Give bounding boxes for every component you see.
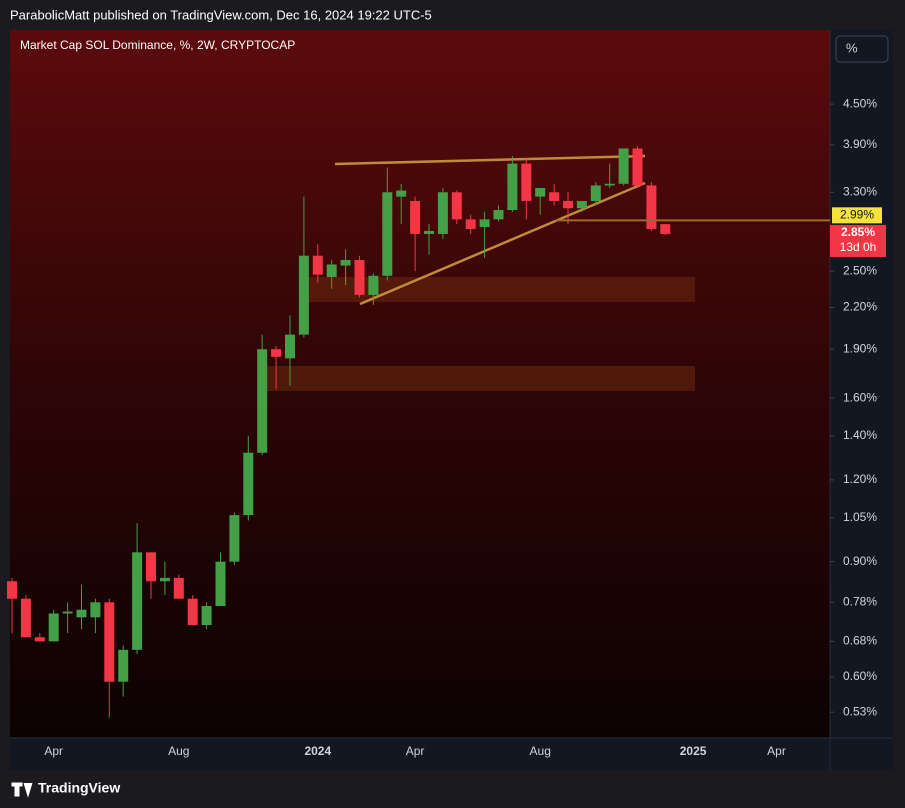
candle-body <box>396 190 407 197</box>
y-tick-label: 4.50% <box>843 96 877 110</box>
y-tick-label: 1.05% <box>843 510 877 524</box>
candle-body <box>132 552 143 650</box>
candle-body <box>646 185 657 230</box>
candle-body <box>173 577 184 599</box>
candle-body <box>340 260 351 266</box>
brand-logo <box>11 782 33 798</box>
y-tick-label: 2.20% <box>843 300 877 314</box>
zone-box <box>262 366 695 391</box>
y-tick-label: 0.78% <box>843 595 877 609</box>
price-axis <box>830 30 893 738</box>
candle-body <box>465 219 476 230</box>
candle-body <box>437 192 448 234</box>
y-tick-label: 0.53% <box>843 704 877 718</box>
candle-body <box>118 649 129 682</box>
candle-body <box>7 581 17 599</box>
candle-body <box>563 201 573 209</box>
x-tick-label: Apr <box>767 744 786 758</box>
candle-body <box>271 349 282 357</box>
level-tag-label: 2.99% <box>840 207 874 221</box>
price-tag-label: 2.85% <box>841 225 875 239</box>
candle-body <box>368 275 379 295</box>
candle-body <box>229 515 240 562</box>
x-tick-label: Apr <box>406 744 425 758</box>
candle-body <box>618 148 629 184</box>
candle-body <box>535 188 546 197</box>
candle-body <box>201 606 212 626</box>
candle-body <box>104 602 115 682</box>
y-tick-label: 1.60% <box>843 390 877 404</box>
y-tick-label: 0.60% <box>843 669 877 683</box>
header-text: ParabolicMatt published on TradingView.c… <box>10 7 432 22</box>
candle-body <box>479 219 490 228</box>
scale-button-label[interactable]: % <box>846 40 858 55</box>
candle-body <box>451 192 462 220</box>
countdown-label: 13d 0h <box>840 240 877 254</box>
candle-body <box>632 148 643 186</box>
candle-body <box>257 349 268 453</box>
candle-body <box>76 609 87 618</box>
candle-body <box>660 224 671 234</box>
candle-body <box>590 185 601 202</box>
candle-body <box>243 452 254 516</box>
candle-body <box>285 334 295 359</box>
candle-body <box>62 611 73 614</box>
scale-button[interactable] <box>835 35 889 63</box>
candle-body <box>493 210 504 220</box>
x-tick-label: 2024 <box>304 744 331 758</box>
level-tag <box>832 207 882 224</box>
y-tick-label: 3.90% <box>843 137 877 151</box>
candle-body <box>576 201 587 209</box>
price-tag <box>830 224 886 257</box>
candle-body <box>187 598 198 626</box>
candle-body <box>48 613 59 642</box>
trend-line <box>334 154 646 166</box>
y-tick-label: 1.90% <box>843 341 877 355</box>
y-tick-label: 0.90% <box>843 554 877 568</box>
candle-body <box>354 260 365 295</box>
candle-body <box>424 230 434 234</box>
candle-body <box>549 192 560 202</box>
y-tick-label: 0.68% <box>843 634 877 648</box>
candle-body <box>507 163 518 211</box>
y-tick-label: 1.40% <box>843 428 877 442</box>
candle-body <box>146 552 156 582</box>
candle-body <box>34 637 45 642</box>
zone-box <box>300 277 695 302</box>
y-tick-label: 2.50% <box>843 263 877 277</box>
y-tick-label: 1.20% <box>843 472 877 486</box>
y-tick-label: 3.30% <box>843 184 877 198</box>
candle-body <box>410 201 421 234</box>
trend-line <box>359 181 646 306</box>
x-tick-label: Apr <box>44 744 63 758</box>
candle-body <box>159 577 170 582</box>
candle-body <box>312 255 323 275</box>
candle-body <box>521 163 532 202</box>
candle-body <box>298 255 309 335</box>
candle-body <box>604 183 615 186</box>
chart-title: Market Cap SOL Dominance, %, 2W, CRYPTOC… <box>20 38 295 52</box>
candle-body <box>90 602 101 618</box>
x-tick-label: 2025 <box>680 744 707 758</box>
x-tick-label: Aug <box>168 744 189 758</box>
candle-body <box>382 192 393 276</box>
time-axis <box>10 738 893 770</box>
candle-body <box>215 561 226 607</box>
candle-body <box>20 598 31 638</box>
x-tick-label: Aug <box>530 744 551 758</box>
footer-brand: TradingView <box>38 780 120 796</box>
candle-body <box>326 264 337 277</box>
